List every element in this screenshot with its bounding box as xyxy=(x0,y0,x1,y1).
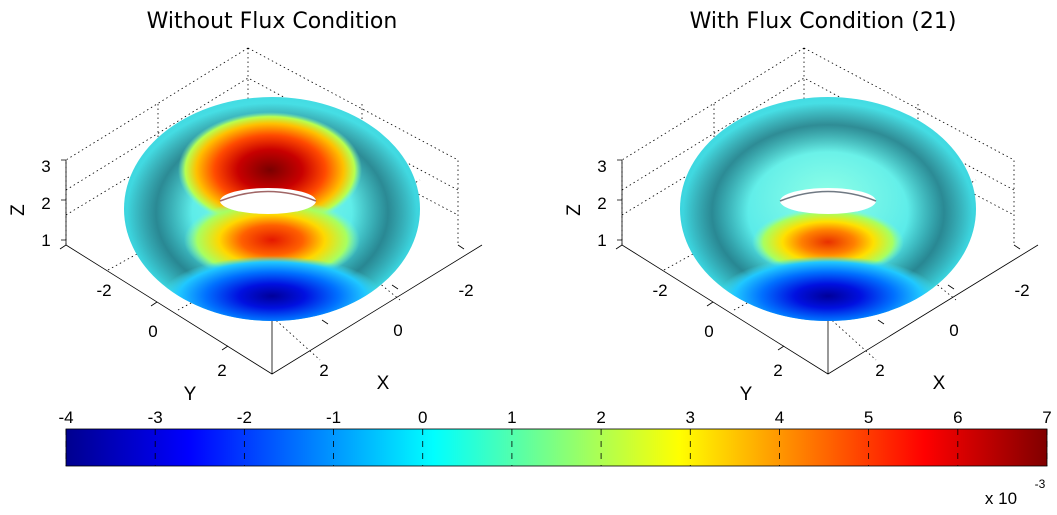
panel-left: Without Flux Condition xyxy=(8,9,483,405)
x-axis-label: X xyxy=(377,373,390,394)
z-tick: 1 xyxy=(41,231,50,250)
y-tick: 0 xyxy=(148,322,157,341)
y-tick: 2 xyxy=(217,361,226,380)
z-tick: 3 xyxy=(597,157,606,176)
colorbar-tick-label: 4 xyxy=(775,408,784,427)
colorbar-tick-label: -2 xyxy=(237,408,252,427)
z-tick: 1 xyxy=(597,231,606,250)
panel-title: With Flux Condition (21) xyxy=(690,9,957,34)
panel-right: With Flux Condition (21) 1 2 xyxy=(564,9,1039,405)
y-axis-ticks: -2 0 2 xyxy=(652,281,782,380)
colorbar-gradient xyxy=(65,428,1048,467)
colorbar-tick-label: -3 xyxy=(148,408,163,427)
z-tick: 2 xyxy=(41,194,50,213)
colorbar-tick-label: -1 xyxy=(326,408,341,427)
colorbar-scale-label: x 10 xyxy=(985,489,1017,508)
x-tick: 2 xyxy=(319,361,328,380)
colorbar-tick-label: 6 xyxy=(953,408,962,427)
x-axis-ticks: -2 0 2 xyxy=(875,281,1029,380)
x-tick: -2 xyxy=(458,281,473,300)
z-axis-label: Z xyxy=(564,204,585,216)
y-axis-label: Y xyxy=(184,384,197,405)
panel-title: Without Flux Condition xyxy=(147,9,398,34)
colorbar-tick-label: 7 xyxy=(1042,408,1051,427)
colorbar-tick-label: 5 xyxy=(864,408,873,427)
colorbar: -4 -3 -2 -1 0 1 2 3 4 5 6 7 x 10 -3 xyxy=(58,408,1051,508)
x-tick: 2 xyxy=(875,361,884,380)
torus-surface xyxy=(680,97,976,321)
y-tick: 2 xyxy=(773,361,782,380)
z-tick: 2 xyxy=(597,194,606,213)
colorbar-tick-labels: -4 -3 -2 -1 0 1 2 3 4 5 6 7 xyxy=(58,408,1051,427)
z-tick: 3 xyxy=(41,157,50,176)
torus-surface xyxy=(124,97,420,321)
y-tick: 0 xyxy=(704,322,713,341)
colorbar-tick-label: 0 xyxy=(418,408,427,427)
colorbar-scale-exponent: -3 xyxy=(1035,477,1046,491)
x-tick: 0 xyxy=(949,321,958,340)
axes-box xyxy=(615,159,1039,375)
colorbar-tick-label: 1 xyxy=(507,408,516,427)
y-axis-ticks: -2 0 2 xyxy=(96,281,226,380)
x-axis-ticks: -2 0 2 xyxy=(319,281,473,380)
z-axis-ticks: 1 2 3 xyxy=(41,157,50,250)
y-tick: -2 xyxy=(96,281,111,300)
colorbar-tick-label: 3 xyxy=(686,408,695,427)
x-tick: 0 xyxy=(393,321,402,340)
z-axis-label: Z xyxy=(8,204,29,216)
z-axis-ticks: 1 2 3 xyxy=(597,157,606,250)
y-tick: -2 xyxy=(652,281,667,300)
colorbar-tick-label: 2 xyxy=(596,408,605,427)
y-axis-label: Y xyxy=(740,384,753,405)
x-tick: -2 xyxy=(1014,281,1029,300)
x-axis-label: X xyxy=(933,373,946,394)
colorbar-tick-label: -4 xyxy=(58,408,73,427)
